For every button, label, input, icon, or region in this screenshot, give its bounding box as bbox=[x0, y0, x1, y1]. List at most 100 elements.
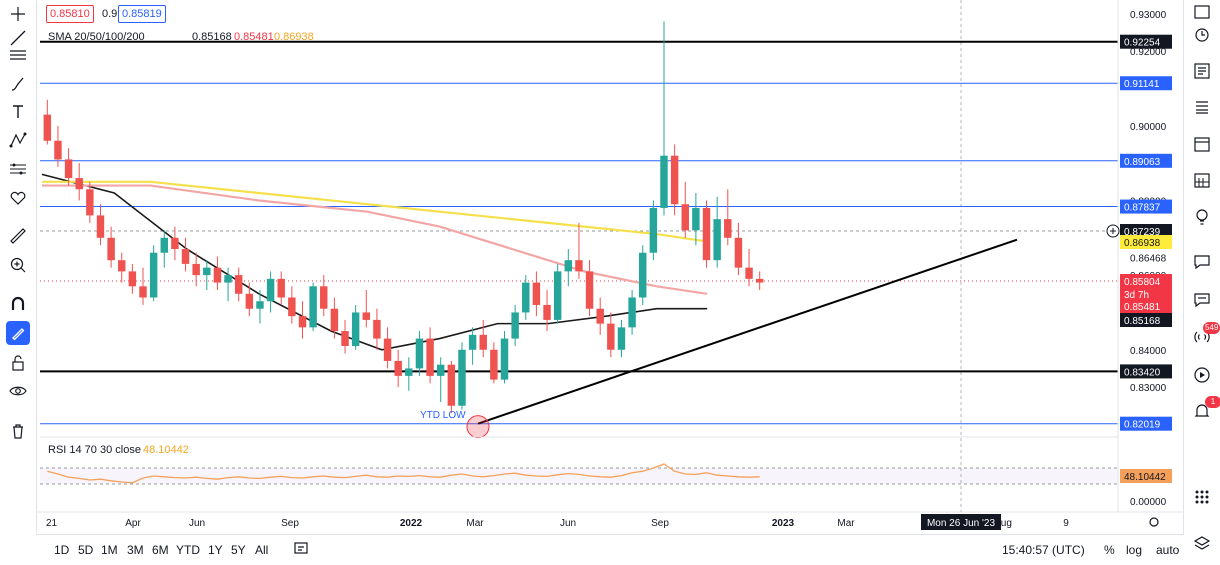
time-axis-label: Jun bbox=[560, 518, 576, 529]
candle-body bbox=[341, 331, 349, 347]
candle-body bbox=[670, 155, 679, 205]
candle-body bbox=[585, 271, 594, 309]
horizontal-lines-icon[interactable] bbox=[6, 43, 30, 67]
ruler-icon[interactable] bbox=[6, 224, 30, 248]
candle-body bbox=[64, 159, 73, 179]
rsi-legend-label[interactable]: RSI 14 70 30 close bbox=[48, 444, 141, 456]
sma-legend-label[interactable]: SMA 20/50/100/200 bbox=[48, 31, 145, 43]
time-axis-label: Mar bbox=[466, 518, 484, 529]
plus-icon bbox=[1110, 228, 1116, 234]
candle-body bbox=[458, 349, 466, 406]
alarm-clock-icon[interactable] bbox=[1190, 22, 1214, 46]
price-tag bbox=[1120, 364, 1172, 379]
price-tag-label: 0.85168 bbox=[1124, 316, 1161, 327]
percent-toggle[interactable]: % bbox=[1104, 543, 1115, 557]
right-widget-toolbar: 549 1 bbox=[1183, 0, 1220, 564]
candle-body bbox=[522, 282, 530, 313]
ask-price-box[interactable]: 0.85819 bbox=[118, 5, 166, 23]
candle-body bbox=[681, 204, 689, 231]
rsi-legend-value: 48.10442 bbox=[143, 444, 189, 456]
range-all-button[interactable]: All bbox=[255, 543, 269, 557]
candle-body bbox=[298, 316, 307, 328]
candle-body bbox=[128, 271, 137, 287]
chat-icon[interactable] bbox=[1190, 250, 1214, 274]
candle-body bbox=[468, 334, 477, 350]
price-tick-label: 0.84000 bbox=[1130, 346, 1167, 357]
candle-body bbox=[692, 207, 700, 231]
range-5y-button[interactable]: 5Y bbox=[231, 543, 246, 557]
candle-body bbox=[745, 267, 753, 279]
range-3m-button[interactable]: 3M bbox=[127, 543, 144, 557]
range-6m-button[interactable]: 6M bbox=[152, 543, 169, 557]
range-1m-button[interactable]: 1M bbox=[101, 543, 118, 557]
streams-icon[interactable] bbox=[1190, 325, 1214, 349]
log-toggle[interactable]: log bbox=[1126, 543, 1143, 557]
candle-body bbox=[75, 178, 83, 190]
play-icon[interactable] bbox=[1190, 363, 1214, 387]
trash-icon[interactable] bbox=[6, 419, 30, 443]
auto-toggle[interactable]: auto bbox=[1156, 543, 1180, 557]
crosshair-icon[interactable] bbox=[6, 2, 30, 26]
range-ytd-button[interactable]: YTD bbox=[176, 543, 200, 557]
heart-icon[interactable] bbox=[6, 186, 30, 210]
bell-icon[interactable] bbox=[1190, 399, 1214, 423]
time-axis-label: 2022 bbox=[400, 518, 423, 529]
pattern-icon[interactable] bbox=[6, 128, 30, 152]
candle-body bbox=[532, 282, 541, 305]
time-axis-label: Mar bbox=[837, 518, 855, 529]
crosshair-date-label: Mon 26 Jun '23 bbox=[927, 518, 996, 529]
time-axis-label: Apr bbox=[125, 518, 141, 529]
price-tag bbox=[1120, 153, 1172, 168]
candle-body bbox=[543, 304, 551, 320]
lock-icon[interactable] bbox=[6, 351, 30, 375]
rsi-value-tag bbox=[1120, 469, 1172, 483]
clock-display[interactable]: 15:40:57 (UTC) bbox=[1002, 543, 1085, 557]
trend-line-icon[interactable] bbox=[6, 26, 30, 50]
brush-icon[interactable] bbox=[6, 72, 30, 96]
candle-body bbox=[755, 278, 764, 283]
layers-icon[interactable] bbox=[1190, 532, 1214, 556]
candle-body bbox=[553, 271, 562, 320]
sma-line bbox=[42, 184, 708, 295]
candle-body bbox=[596, 308, 604, 324]
price-tag bbox=[1120, 199, 1172, 214]
time-axis-label: Jun bbox=[189, 518, 205, 529]
range-1y-button[interactable]: 1Y bbox=[208, 543, 223, 557]
candle-body bbox=[639, 252, 647, 298]
candle-body bbox=[436, 364, 445, 376]
drawing-mode-icon[interactable] bbox=[6, 321, 30, 345]
bid-price-box[interactable]: 0.85810 bbox=[46, 5, 94, 23]
range-1d-button[interactable]: 1D bbox=[54, 543, 70, 557]
calendar-grid-icon[interactable] bbox=[1190, 168, 1214, 192]
candle-body bbox=[617, 327, 626, 350]
candle-body bbox=[564, 260, 573, 272]
watchlist-icon[interactable] bbox=[1190, 95, 1214, 119]
news-icon[interactable] bbox=[1190, 59, 1214, 83]
date-range-icon[interactable] bbox=[294, 541, 308, 558]
candle-body bbox=[394, 360, 402, 376]
ideas-icon[interactable] bbox=[1190, 288, 1214, 312]
calendar-icon[interactable] bbox=[1190, 132, 1214, 156]
zoom-in-icon[interactable] bbox=[6, 253, 30, 277]
grid-dots-icon[interactable] bbox=[1190, 485, 1214, 509]
candle-body bbox=[351, 312, 360, 347]
candle-body bbox=[43, 114, 52, 141]
price-tag bbox=[1120, 76, 1172, 91]
time-axis-label: Sep bbox=[281, 518, 299, 529]
price-tag-label: 3d 7h bbox=[1124, 290, 1149, 301]
candle-body bbox=[415, 338, 424, 369]
eye-icon[interactable] bbox=[6, 379, 30, 403]
price-tick-label: 0.90000 bbox=[1130, 122, 1167, 133]
crosshair-date-tag bbox=[921, 514, 1001, 530]
lightbulb-icon[interactable] bbox=[1190, 205, 1214, 229]
range-5d-button[interactable]: 5D bbox=[78, 543, 94, 557]
candle-body bbox=[54, 140, 62, 160]
forecast-icon[interactable] bbox=[6, 157, 30, 181]
list-icon[interactable] bbox=[1190, 0, 1214, 24]
magnet-icon[interactable] bbox=[6, 292, 30, 316]
text-tool-icon[interactable] bbox=[6, 100, 30, 124]
candle-body bbox=[192, 263, 200, 276]
price-tag-label: 0.83420 bbox=[1124, 367, 1161, 378]
candle-body bbox=[139, 286, 147, 298]
